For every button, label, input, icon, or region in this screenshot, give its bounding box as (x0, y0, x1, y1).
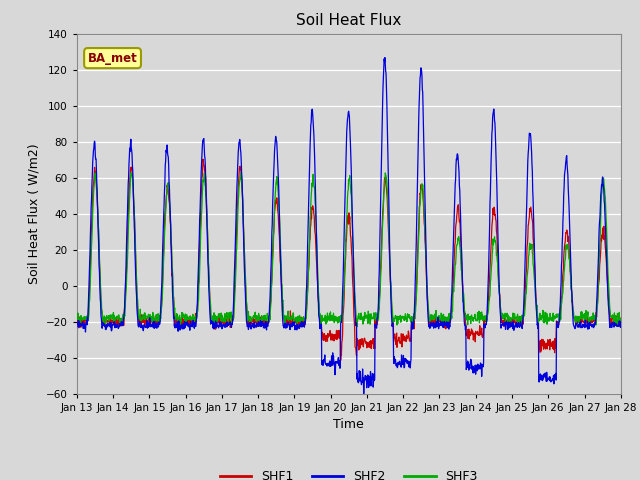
X-axis label: Time: Time (333, 418, 364, 431)
Text: BA_met: BA_met (88, 51, 138, 65)
Title: Soil Heat Flux: Soil Heat Flux (296, 13, 401, 28)
Legend: SHF1, SHF2, SHF3: SHF1, SHF2, SHF3 (214, 465, 483, 480)
Y-axis label: Soil Heat Flux ( W/m2): Soil Heat Flux ( W/m2) (28, 144, 40, 284)
